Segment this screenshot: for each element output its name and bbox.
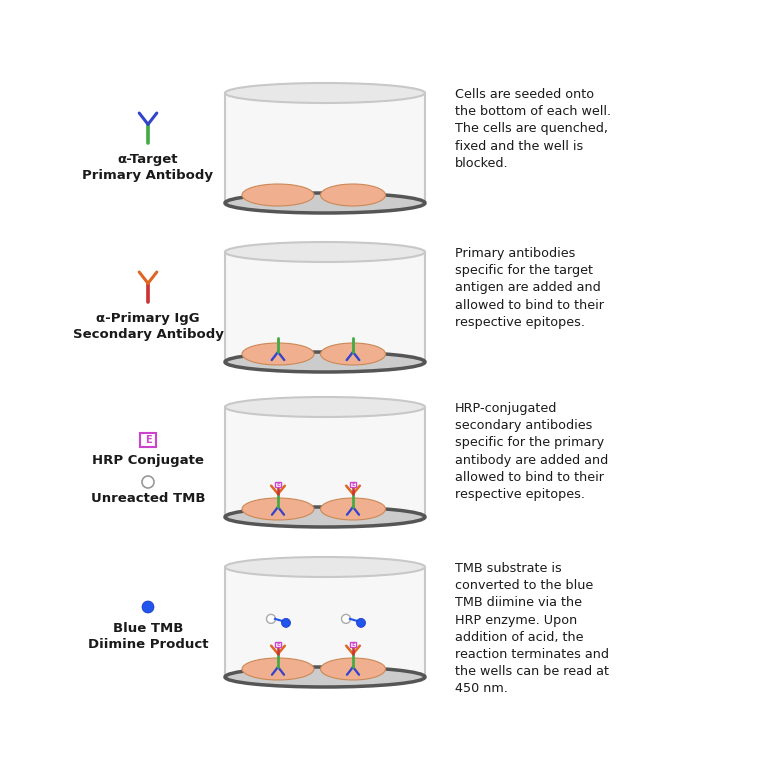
Bar — [225, 407, 425, 517]
Bar — [225, 93, 425, 203]
Ellipse shape — [321, 658, 386, 680]
Bar — [350, 482, 356, 487]
Text: E: E — [351, 482, 354, 487]
Ellipse shape — [321, 498, 386, 520]
Ellipse shape — [225, 507, 425, 527]
Ellipse shape — [267, 614, 276, 623]
Bar — [350, 643, 356, 647]
Ellipse shape — [225, 352, 425, 372]
Ellipse shape — [225, 667, 425, 687]
Ellipse shape — [225, 397, 425, 417]
Bar — [225, 252, 425, 362]
Ellipse shape — [225, 193, 425, 213]
Text: HRP Conjugate: HRP Conjugate — [92, 454, 204, 467]
Bar — [140, 433, 156, 447]
Ellipse shape — [225, 83, 425, 103]
Text: Cells are seeded onto
the bottom of each well.
The cells are quenched,
fixed and: Cells are seeded onto the bottom of each… — [455, 88, 611, 170]
Ellipse shape — [321, 184, 386, 206]
Ellipse shape — [342, 614, 351, 623]
Bar — [275, 482, 281, 487]
Ellipse shape — [242, 184, 314, 206]
Text: E: E — [277, 643, 280, 647]
Text: E: E — [144, 435, 151, 445]
Ellipse shape — [357, 618, 365, 627]
Ellipse shape — [225, 242, 425, 262]
Text: Unreacted TMB: Unreacted TMB — [91, 492, 206, 505]
Text: E: E — [277, 482, 280, 487]
Ellipse shape — [142, 476, 154, 488]
Ellipse shape — [321, 343, 386, 365]
Ellipse shape — [142, 601, 154, 613]
Text: Primary antibodies
specific for the target
antigen are added and
allowed to bind: Primary antibodies specific for the targ… — [455, 247, 604, 329]
Text: HRP-conjugated
secondary antibodies
specific for the primary
antibody are added : HRP-conjugated secondary antibodies spec… — [455, 402, 608, 501]
Ellipse shape — [242, 658, 314, 680]
Text: TMB substrate is
converted to the blue
TMB diimine via the
HRP enzyme. Upon
addi: TMB substrate is converted to the blue T… — [455, 562, 609, 695]
Ellipse shape — [225, 557, 425, 577]
Text: E: E — [351, 643, 354, 647]
Text: α-Primary IgG
Secondary Antibody: α-Primary IgG Secondary Antibody — [73, 312, 223, 341]
Ellipse shape — [281, 618, 290, 627]
Bar — [275, 643, 281, 647]
Bar — [225, 567, 425, 677]
Text: Blue TMB
Diimine Product: Blue TMB Diimine Product — [88, 622, 209, 651]
Text: α-Target
Primary Antibody: α-Target Primary Antibody — [83, 153, 213, 182]
Ellipse shape — [242, 498, 314, 520]
Ellipse shape — [242, 343, 314, 365]
